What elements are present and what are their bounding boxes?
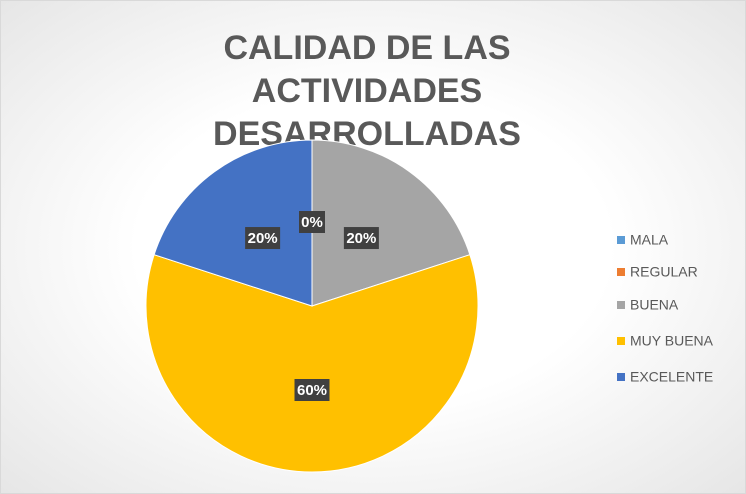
pie-slice [145, 254, 479, 473]
data-label: 0% [301, 214, 323, 231]
data-label-box [299, 211, 325, 233]
legend-label: BUENA [630, 297, 679, 313]
data-label: 60% [297, 382, 327, 399]
legend-label: MALA [630, 232, 669, 248]
legend-swatch [617, 236, 625, 244]
data-label: 20% [346, 230, 376, 247]
pie-slice [311, 139, 471, 307]
legend-swatch [617, 373, 625, 381]
chart-title: CALIDAD DE LAS ACTIVIDADES DESARROLLADAS [213, 29, 521, 153]
legend-label: EXCELENTE [630, 369, 713, 385]
data-label-box [294, 379, 330, 401]
legend-swatch [617, 301, 625, 309]
legend-label: MUY BUENA [630, 333, 714, 349]
legend-swatch [617, 337, 625, 345]
data-label-box [343, 227, 379, 250]
data-label-box [245, 227, 281, 250]
legend-label: REGULAR [630, 264, 698, 280]
legend-swatch [617, 268, 625, 276]
pie-slice [153, 139, 313, 307]
data-label: 20% [248, 230, 278, 247]
